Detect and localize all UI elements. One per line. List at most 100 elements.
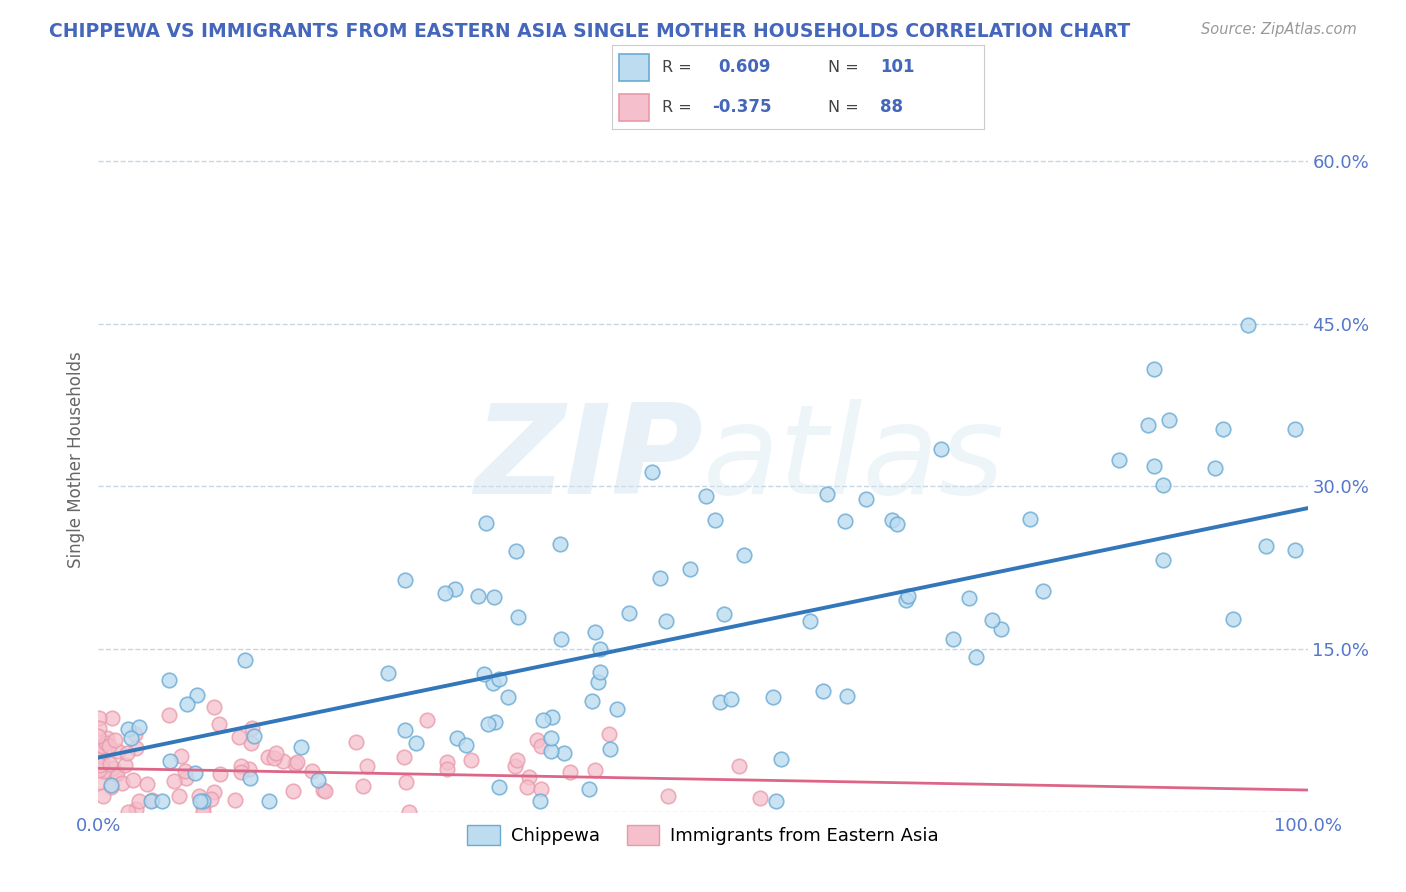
Point: [765, 794, 787, 808]
Point: [650, 571, 672, 585]
Point: [307, 772, 329, 787]
Point: [416, 713, 439, 727]
FancyBboxPatch shape: [619, 54, 650, 81]
Point: [392, 750, 415, 764]
Point: [264, 746, 287, 760]
Point: [202, 699, 225, 714]
Point: [1152, 477, 1174, 491]
Text: ZIP: ZIP: [474, 399, 703, 520]
Point: [1254, 539, 1277, 553]
Point: [352, 779, 374, 793]
Point: [526, 732, 548, 747]
Point: [1152, 553, 1174, 567]
Point: [436, 755, 458, 769]
Point: [855, 491, 877, 506]
Point: [894, 592, 917, 607]
Point: [704, 513, 727, 527]
Point: [769, 751, 792, 765]
Point: [89, 763, 111, 777]
Point: [101, 711, 124, 725]
Point: [815, 486, 838, 500]
Point: [117, 805, 139, 819]
Point: [224, 793, 246, 807]
Point: [239, 772, 262, 786]
Point: [87, 747, 110, 762]
Point: [929, 442, 952, 456]
Point: [1032, 584, 1054, 599]
Point: [446, 731, 468, 745]
Point: [100, 778, 122, 792]
Point: [467, 589, 489, 603]
Point: [157, 708, 180, 723]
Point: [482, 591, 505, 605]
Point: [1136, 418, 1159, 433]
Point: [496, 690, 519, 705]
Point: [150, 794, 173, 808]
Point: [990, 622, 1012, 636]
Point: [344, 734, 367, 748]
Point: [606, 702, 628, 716]
Point: [472, 667, 495, 681]
Point: [89, 743, 111, 757]
Point: [1212, 422, 1234, 436]
Point: [96, 731, 118, 746]
Point: [1108, 452, 1130, 467]
Point: [405, 735, 427, 749]
Point: [394, 723, 416, 738]
Text: 101: 101: [880, 59, 914, 77]
Point: [191, 805, 214, 819]
Point: [617, 606, 640, 620]
Point: [679, 562, 702, 576]
Point: [657, 789, 679, 803]
Point: [1142, 362, 1164, 376]
Text: CHIPPEWA VS IMMIGRANTS FROM EASTERN ASIA SINGLE MOTHER HOUSEHOLDS CORRELATION CH: CHIPPEWA VS IMMIGRANTS FROM EASTERN ASIA…: [49, 22, 1130, 41]
Point: [586, 674, 609, 689]
Point: [886, 516, 908, 531]
Point: [519, 770, 541, 784]
Point: [104, 733, 127, 747]
Text: R =: R =: [662, 100, 692, 115]
Point: [709, 696, 731, 710]
Point: [641, 465, 664, 479]
Text: atlas: atlas: [703, 399, 1005, 520]
Point: [695, 489, 717, 503]
Point: [505, 753, 527, 767]
Point: [541, 710, 564, 724]
Point: [583, 763, 606, 777]
Point: [202, 785, 225, 799]
Point: [1284, 542, 1306, 557]
Point: [531, 713, 554, 727]
Point: [655, 614, 678, 628]
Point: [193, 794, 215, 808]
Y-axis label: Single Mother Households: Single Mother Households: [66, 351, 84, 567]
Point: [530, 781, 553, 796]
Point: [394, 573, 416, 587]
Point: [89, 758, 111, 772]
Point: [125, 741, 148, 756]
Point: [290, 739, 312, 754]
Point: [484, 715, 506, 730]
Point: [174, 771, 197, 785]
Text: R =: R =: [662, 60, 692, 75]
Legend: Chippewa, Immigrants from Eastern Asia: Chippewa, Immigrants from Eastern Asia: [460, 818, 946, 852]
Point: [176, 698, 198, 712]
Point: [100, 780, 122, 794]
Point: [96, 736, 118, 750]
Point: [114, 758, 136, 772]
Point: [398, 805, 420, 819]
Point: [578, 781, 600, 796]
Point: [965, 650, 987, 665]
Point: [91, 789, 114, 803]
Point: [200, 791, 222, 805]
Point: [540, 731, 562, 745]
Point: [240, 721, 263, 735]
Point: [505, 544, 527, 558]
Point: [157, 673, 180, 688]
Text: -0.375: -0.375: [713, 98, 772, 116]
Point: [125, 801, 148, 815]
Point: [395, 774, 418, 789]
Point: [314, 784, 336, 798]
FancyBboxPatch shape: [619, 94, 650, 120]
Point: [111, 776, 134, 790]
Point: [1159, 413, 1181, 427]
